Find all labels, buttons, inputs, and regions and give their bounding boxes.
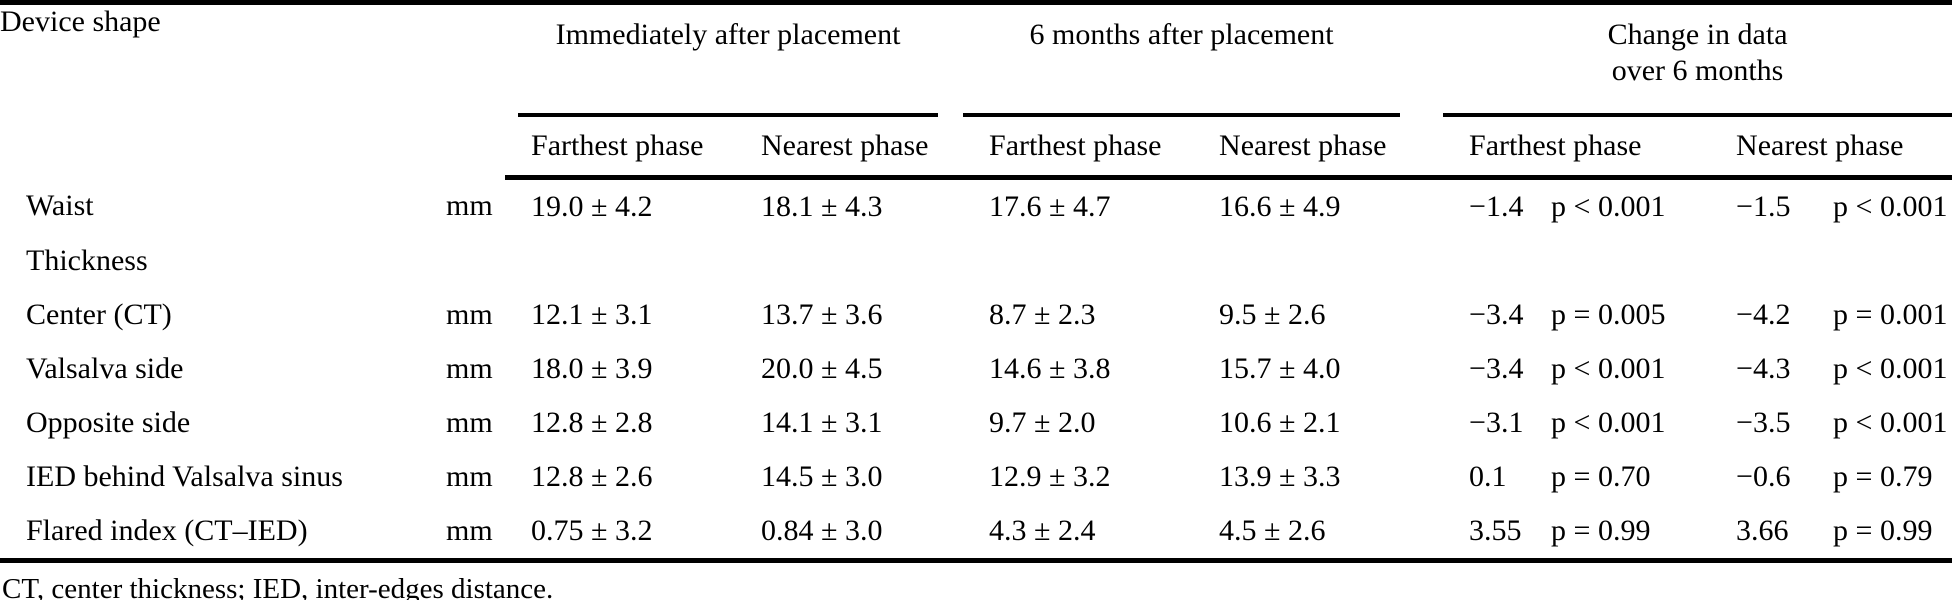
row-label: IED behind Valsalva sinus [26, 460, 343, 493]
change-nearest-pvalue [1807, 234, 1952, 288]
unit-cell: mm [446, 352, 493, 385]
table-row-opposite-side: Opposite side mm 12.8 ± 2.8 14.1 ± 3.1 9… [0, 396, 1952, 450]
device-shape-table: Device shape Immediately after placement… [0, 0, 1952, 563]
m6-farthest-value: 9.7 ± 2.0 [989, 406, 1096, 439]
unit-cell: mm [446, 460, 493, 493]
group-six-months-label: 6 months after placement [1029, 18, 1334, 51]
change-farthest-pvalue [1525, 234, 1710, 288]
change-nearest-value [1710, 234, 1807, 288]
change-farthest-pvalue: p < 0.001 [1551, 190, 1666, 223]
change-farthest-value: −3.1 [1469, 406, 1524, 439]
m6-nearest-value: 16.6 ± 4.9 [1219, 190, 1341, 223]
m6-nearest-value: 4.5 ± 2.6 [1193, 504, 1444, 563]
m6-farthest-value [963, 234, 1193, 288]
change-nearest-pvalue: p < 0.001 [1833, 406, 1948, 439]
subheader-imm-nearest-phase: Nearest phase [735, 117, 964, 180]
change-farthest-value: −3.4 [1469, 298, 1524, 331]
change-farthest-value [1443, 234, 1525, 288]
imm-nearest-value [735, 234, 963, 288]
unit-cell: mm [446, 406, 493, 439]
row-label: Waist [26, 188, 94, 222]
spanner-rule-six-months [963, 113, 1401, 117]
change-nearest-value: −4.3 [1736, 352, 1791, 385]
imm-farthest-value [505, 234, 735, 288]
row-label: Opposite side [26, 406, 191, 439]
m6-nearest-value: 13.9 ± 3.3 [1219, 460, 1341, 493]
sub-header-row: Farthest phase Nearest phase Farthest ph… [0, 117, 1952, 180]
unit-cell: mm [420, 504, 506, 563]
imm-farthest-value: 18.0 ± 3.9 [531, 352, 653, 385]
table-row-thickness: Thickness [0, 234, 1952, 288]
m6-nearest-value: 10.6 ± 2.1 [1219, 406, 1341, 439]
group-immediately-label: Immediately after placement [555, 18, 901, 51]
change-farthest-value: 0.1 [1469, 460, 1507, 493]
table-row-ied-behind-valsalva-sinus: IED behind Valsalva sinus mm 12.8 ± 2.6 … [0, 450, 1952, 504]
m6-farthest-value: 12.9 ± 3.2 [989, 460, 1111, 493]
table-row-waist: Waist mm 19.0 ± 4.2 18.1 ± 4.3 17.6 ± 4.… [0, 178, 1952, 235]
subheader-change-nearest-phase: Nearest phase [1710, 117, 1952, 180]
subheader-m6-farthest-phase: Farthest phase [963, 117, 1194, 180]
imm-nearest-value: 14.5 ± 3.0 [761, 460, 883, 493]
change-nearest-value: 3.66 [1710, 504, 1808, 563]
change-nearest-value: −0.6 [1736, 460, 1791, 493]
m6-farthest-value: 14.6 ± 3.8 [989, 352, 1111, 385]
table-row-valsalva-side: Valsalva side mm 18.0 ± 3.9 20.0 ± 4.5 1… [0, 342, 1952, 396]
group-immediately-after-placement: Immediately after placement [505, 3, 963, 117]
unit-cell [420, 234, 505, 288]
m6-farthest-value: 8.7 ± 2.3 [989, 298, 1096, 331]
m6-nearest-value: 9.5 ± 2.6 [1219, 298, 1326, 331]
imm-nearest-value: 20.0 ± 4.5 [761, 352, 883, 385]
change-nearest-pvalue: p < 0.001 [1833, 190, 1948, 223]
row-label: Thickness [26, 244, 148, 277]
imm-nearest-value: 13.7 ± 3.6 [761, 298, 883, 331]
group-six-months-after-placement: 6 months after placement [963, 3, 1443, 117]
change-nearest-value: −4.2 [1736, 298, 1791, 331]
group-change-label-line2: over 6 months [1611, 54, 1784, 87]
change-farthest-pvalue: p < 0.001 [1551, 406, 1666, 439]
row-label: Valsalva side [26, 352, 184, 385]
subheader-m6-nearest-phase: Nearest phase [1193, 117, 1444, 180]
row-label: Center (CT) [26, 298, 172, 331]
change-farthest-pvalue: p = 0.005 [1551, 298, 1666, 331]
change-nearest-pvalue: p = 0.001 [1833, 298, 1948, 331]
m6-nearest-value [1193, 234, 1443, 288]
unit-cell: mm [446, 188, 493, 222]
imm-farthest-value: 19.0 ± 4.2 [531, 190, 653, 223]
imm-farthest-value: 0.75 ± 3.2 [505, 504, 736, 563]
change-farthest-value: −3.4 [1469, 352, 1524, 385]
imm-nearest-value: 18.1 ± 4.3 [761, 190, 883, 223]
table-footnote: CT, center thickness; IED, inter-edges d… [2, 573, 554, 600]
imm-nearest-value: 0.84 ± 3.0 [735, 504, 964, 563]
change-nearest-value: −1.5 [1736, 190, 1791, 223]
spanner-rule-change [1443, 113, 1952, 117]
group-header-row: Device shape Immediately after placement… [0, 3, 1952, 117]
imm-farthest-value: 12.1 ± 3.1 [531, 298, 653, 331]
change-farthest-pvalue: p < 0.001 [1551, 352, 1666, 385]
table-row-center-ct: Center (CT) mm 12.1 ± 3.1 13.7 ± 3.6 8.7… [0, 288, 1952, 342]
row-label: Flared index (CT–IED) [0, 504, 420, 563]
subheader-change-farthest-phase: Farthest phase [1443, 117, 1711, 180]
change-nearest-pvalue: p = 0.79 [1833, 460, 1933, 493]
subheader-imm-farthest-phase: Farthest phase [505, 117, 736, 180]
table-row-flared-index: Flared index (CT–IED) mm 0.75 ± 3.2 0.84… [0, 504, 1952, 563]
change-nearest-pvalue: p = 0.99 [1807, 504, 1952, 563]
device-shape-header: Device shape [0, 5, 161, 38]
spanner-rule-immediately [518, 113, 939, 117]
imm-nearest-value: 14.1 ± 3.1 [761, 406, 883, 439]
imm-farthest-value: 12.8 ± 2.8 [531, 406, 653, 439]
change-farthest-value: 3.55 [1443, 504, 1526, 563]
unit-cell: mm [446, 298, 493, 331]
change-farthest-value: −1.4 [1469, 190, 1524, 223]
m6-farthest-value: 17.6 ± 4.7 [989, 190, 1111, 223]
m6-farthest-value: 4.3 ± 2.4 [963, 504, 1194, 563]
group-change-label-line1: Change in data [1607, 18, 1788, 51]
imm-farthest-value: 12.8 ± 2.6 [531, 460, 653, 493]
group-change-over-six-months: Change in data over 6 months [1443, 3, 1952, 117]
change-nearest-value: −3.5 [1736, 406, 1791, 439]
m6-nearest-value: 15.7 ± 4.0 [1219, 352, 1341, 385]
change-nearest-pvalue: p < 0.001 [1833, 352, 1948, 385]
change-farthest-pvalue: p = 0.99 [1525, 504, 1711, 563]
change-farthest-pvalue: p = 0.70 [1551, 460, 1651, 493]
